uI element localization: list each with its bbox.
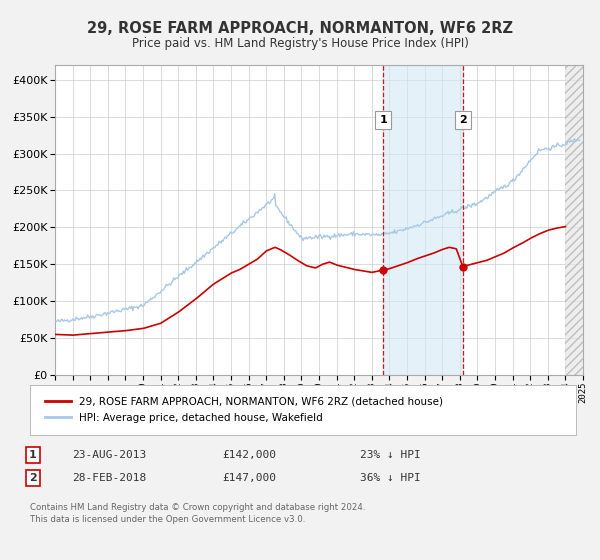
Text: £142,000: £142,000	[222, 450, 276, 460]
Text: 29, ROSE FARM APPROACH, NORMANTON, WF6 2RZ: 29, ROSE FARM APPROACH, NORMANTON, WF6 2…	[87, 21, 513, 36]
Text: 2: 2	[459, 115, 467, 125]
Text: 23-AUG-2013: 23-AUG-2013	[72, 450, 146, 460]
Text: 23% ↓ HPI: 23% ↓ HPI	[360, 450, 421, 460]
Bar	[383, 65, 463, 375]
Text: 1: 1	[379, 115, 387, 125]
Text: 2: 2	[29, 473, 37, 483]
Text: This data is licensed under the Open Government Licence v3.0.: This data is licensed under the Open Gov…	[30, 516, 305, 525]
Text: Price paid vs. HM Land Registry's House Price Index (HPI): Price paid vs. HM Land Registry's House …	[131, 37, 469, 50]
Text: 36% ↓ HPI: 36% ↓ HPI	[360, 473, 421, 483]
Legend: 29, ROSE FARM APPROACH, NORMANTON, WF6 2RZ (detached house), HPI: Average price,: 29, ROSE FARM APPROACH, NORMANTON, WF6 2…	[41, 393, 448, 427]
Text: 1: 1	[29, 450, 37, 460]
Bar	[565, 65, 592, 375]
Text: Contains HM Land Registry data © Crown copyright and database right 2024.: Contains HM Land Registry data © Crown c…	[30, 502, 365, 511]
Text: £147,000: £147,000	[222, 473, 276, 483]
Text: 28-FEB-2018: 28-FEB-2018	[72, 473, 146, 483]
